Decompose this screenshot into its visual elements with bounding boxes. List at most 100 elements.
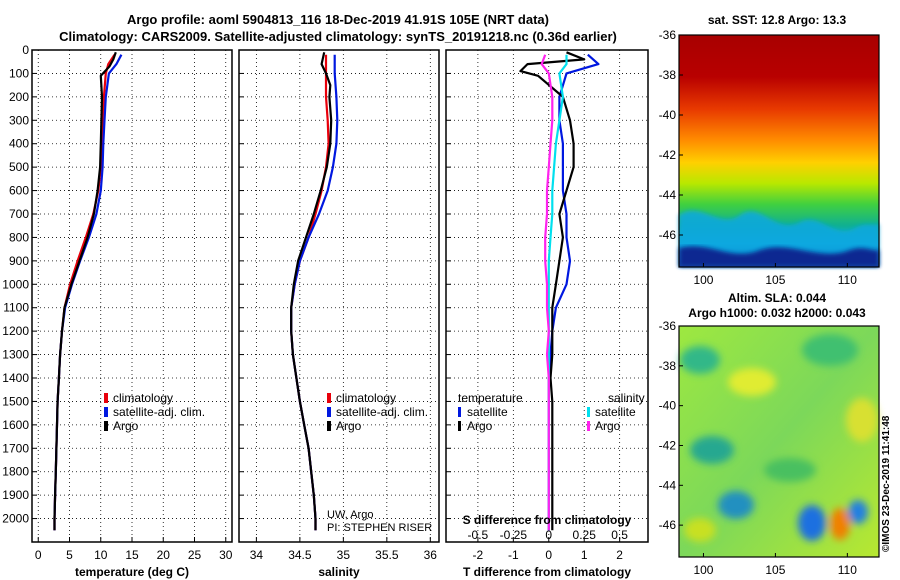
difference-x2ticks: -0.5 -0.25 0 0.25 0.5 [468, 528, 629, 542]
map-y-tick-label: -44 [659, 478, 677, 492]
legend-label-satellite: satellite-adj. clim. [113, 405, 205, 419]
legend-label-temp-satellite: satellite [467, 405, 508, 419]
map-y-tick-label: -38 [659, 68, 677, 82]
y-tick-label: 1600 [2, 418, 29, 432]
series-line-argo [53, 51, 117, 531]
x-tick-label: -1 [508, 548, 519, 562]
series-line-salinity-argo [540, 54, 554, 531]
difference-panel: -2 -1 0 1 2 temperature satellite Argo salin… [445, 49, 649, 579]
map-x-tick-label: 105 [765, 563, 785, 577]
legend-label-climatology: climatology [113, 391, 173, 405]
x-tick-label: -2 [473, 548, 484, 562]
difference-x2label: S difference from climatology [463, 513, 632, 527]
temperature-xlabel: temperature (deg C) [75, 565, 189, 579]
map-x-tick-label: 100 [693, 273, 713, 287]
legend-swatch-temp-satellite [458, 407, 461, 417]
y-tick-label: 200 [9, 90, 29, 104]
y-tick-label: 500 [9, 160, 29, 174]
figure-title-line2: Climatology: CARS2009. Satellite-adjuste… [59, 29, 617, 44]
difference-legend: temperature satellite Argo salinity sate… [458, 391, 645, 433]
legend-swatch-climatology [104, 393, 108, 403]
legend-swatch-sal-satellite [587, 407, 590, 417]
series-line-argo [290, 52, 333, 531]
x-tick-label: 35.5 [375, 548, 399, 562]
x-tick-label: 30 [219, 548, 233, 562]
map-y-tick-label: -42 [659, 438, 677, 452]
x-tick-label: 34.5 [288, 548, 312, 562]
map-y-tick-label: -36 [659, 28, 677, 42]
x-tick-label: 0 [35, 548, 42, 562]
salinity-plot-area [238, 49, 440, 543]
y-tick-label: 700 [9, 207, 29, 221]
salinity-series [290, 52, 339, 531]
map-y-tick-label: -46 [659, 228, 677, 242]
legend-label-satellite: satellite-adj. clim. [336, 405, 428, 419]
difference-ticks: -2 -1 0 1 2 [446, 49, 623, 562]
sst-map-panel: sat. SST: 12.8 Argo: 13.3 100 105 110 -36 -3… [659, 13, 880, 287]
legend-swatch-temp-argo [458, 421, 461, 431]
figure-title-line1: Argo profile: aoml 5904813_116 18-Dec-20… [127, 12, 549, 27]
legend-label-temp-argo: Argo [467, 419, 493, 433]
legend-label-sal-argo: Argo [595, 419, 621, 433]
sst-coldest-band [679, 246, 879, 267]
map-y-tick-label: -44 [659, 188, 677, 202]
map-x-tick-label: 110 [838, 273, 857, 287]
y-tick-label: 1700 [2, 441, 29, 455]
legend-label-argo: Argo [113, 419, 139, 433]
map-x-tick-label: 100 [693, 563, 713, 577]
series-line-temperature-argo [519, 51, 586, 531]
y-tick-label: 1000 [2, 277, 29, 291]
x-tick-label: 36 [424, 548, 438, 562]
legend-title-temperature: temperature [458, 391, 523, 405]
x-tick-label: 0 [545, 548, 552, 562]
y-tick-label: 1900 [2, 488, 29, 502]
y-tick-label: 400 [9, 137, 29, 151]
salinity-grid [239, 49, 439, 542]
x2-tick-label: 0.25 [573, 528, 597, 542]
sla-eddies [680, 334, 878, 542]
difference-xlabel: T difference from climatology [463, 565, 631, 579]
salinity-annotation-line2: PI: STEPHEN RISER [327, 522, 432, 534]
y-tick-label: 1300 [2, 348, 29, 362]
x-tick-label: 15 [125, 548, 139, 562]
salinity-xlabel: salinity [318, 565, 360, 579]
sla-map-image [679, 326, 879, 557]
sst-map-image [679, 35, 879, 267]
temperature-grid [32, 49, 232, 542]
map-y-tick-label: -36 [659, 319, 677, 333]
sla-map-title1: Altim. SLA: 0.044 [728, 291, 826, 305]
salinity-panel: 34 34.5 35 35.5 36 salinity climatology sate… [238, 49, 440, 579]
salinity-ticks: 34 34.5 35 35.5 36 [239, 49, 438, 562]
sla-map-panel: Altim. SLA: 0.044 Argo h1000: 0.032 h200… [659, 291, 880, 577]
y-tick-label: 100 [9, 66, 29, 80]
x2-tick-label: -0.5 [468, 528, 489, 542]
imos-credit: ©IMOS 23-Dec-2019 11:41:48 [881, 415, 892, 552]
legend-label-climatology: climatology [336, 391, 396, 405]
x-tick-label: 35 [337, 548, 351, 562]
map-y-tick-label: -40 [659, 399, 677, 413]
y-tick-label: 900 [9, 254, 29, 268]
y-tick-label: 600 [9, 184, 29, 198]
x-tick-label: 25 [188, 548, 202, 562]
sla-map-ticks: 100 105 110 -36 -38 -40 -42 -44 -46 [659, 319, 858, 577]
legend-swatch-climatology [327, 393, 331, 403]
difference-series [519, 51, 600, 531]
x-tick-label: 1 [581, 548, 588, 562]
x2-tick-label: -0.25 [500, 528, 528, 542]
y-tick-label: 300 [9, 113, 29, 127]
temperature-series [53, 51, 123, 531]
y-tick-label: 2000 [2, 512, 29, 526]
x-tick-label: 5 [66, 548, 73, 562]
legend-swatch-sal-argo [587, 421, 590, 431]
y-tick-label: 1400 [2, 371, 29, 385]
x-tick-label: 2 [616, 548, 623, 562]
y-tick-label: 1800 [2, 465, 29, 479]
x-tick-label: 34 [250, 548, 264, 562]
x2-tick-label: 0.5 [611, 528, 628, 542]
salinity-annotation-line1: UW, Argo [327, 509, 373, 521]
legend-swatch-argo [327, 421, 331, 431]
y-tick-label: 0 [22, 43, 29, 57]
legend-label-argo: Argo [336, 419, 362, 433]
map-y-tick-label: -46 [659, 518, 677, 532]
